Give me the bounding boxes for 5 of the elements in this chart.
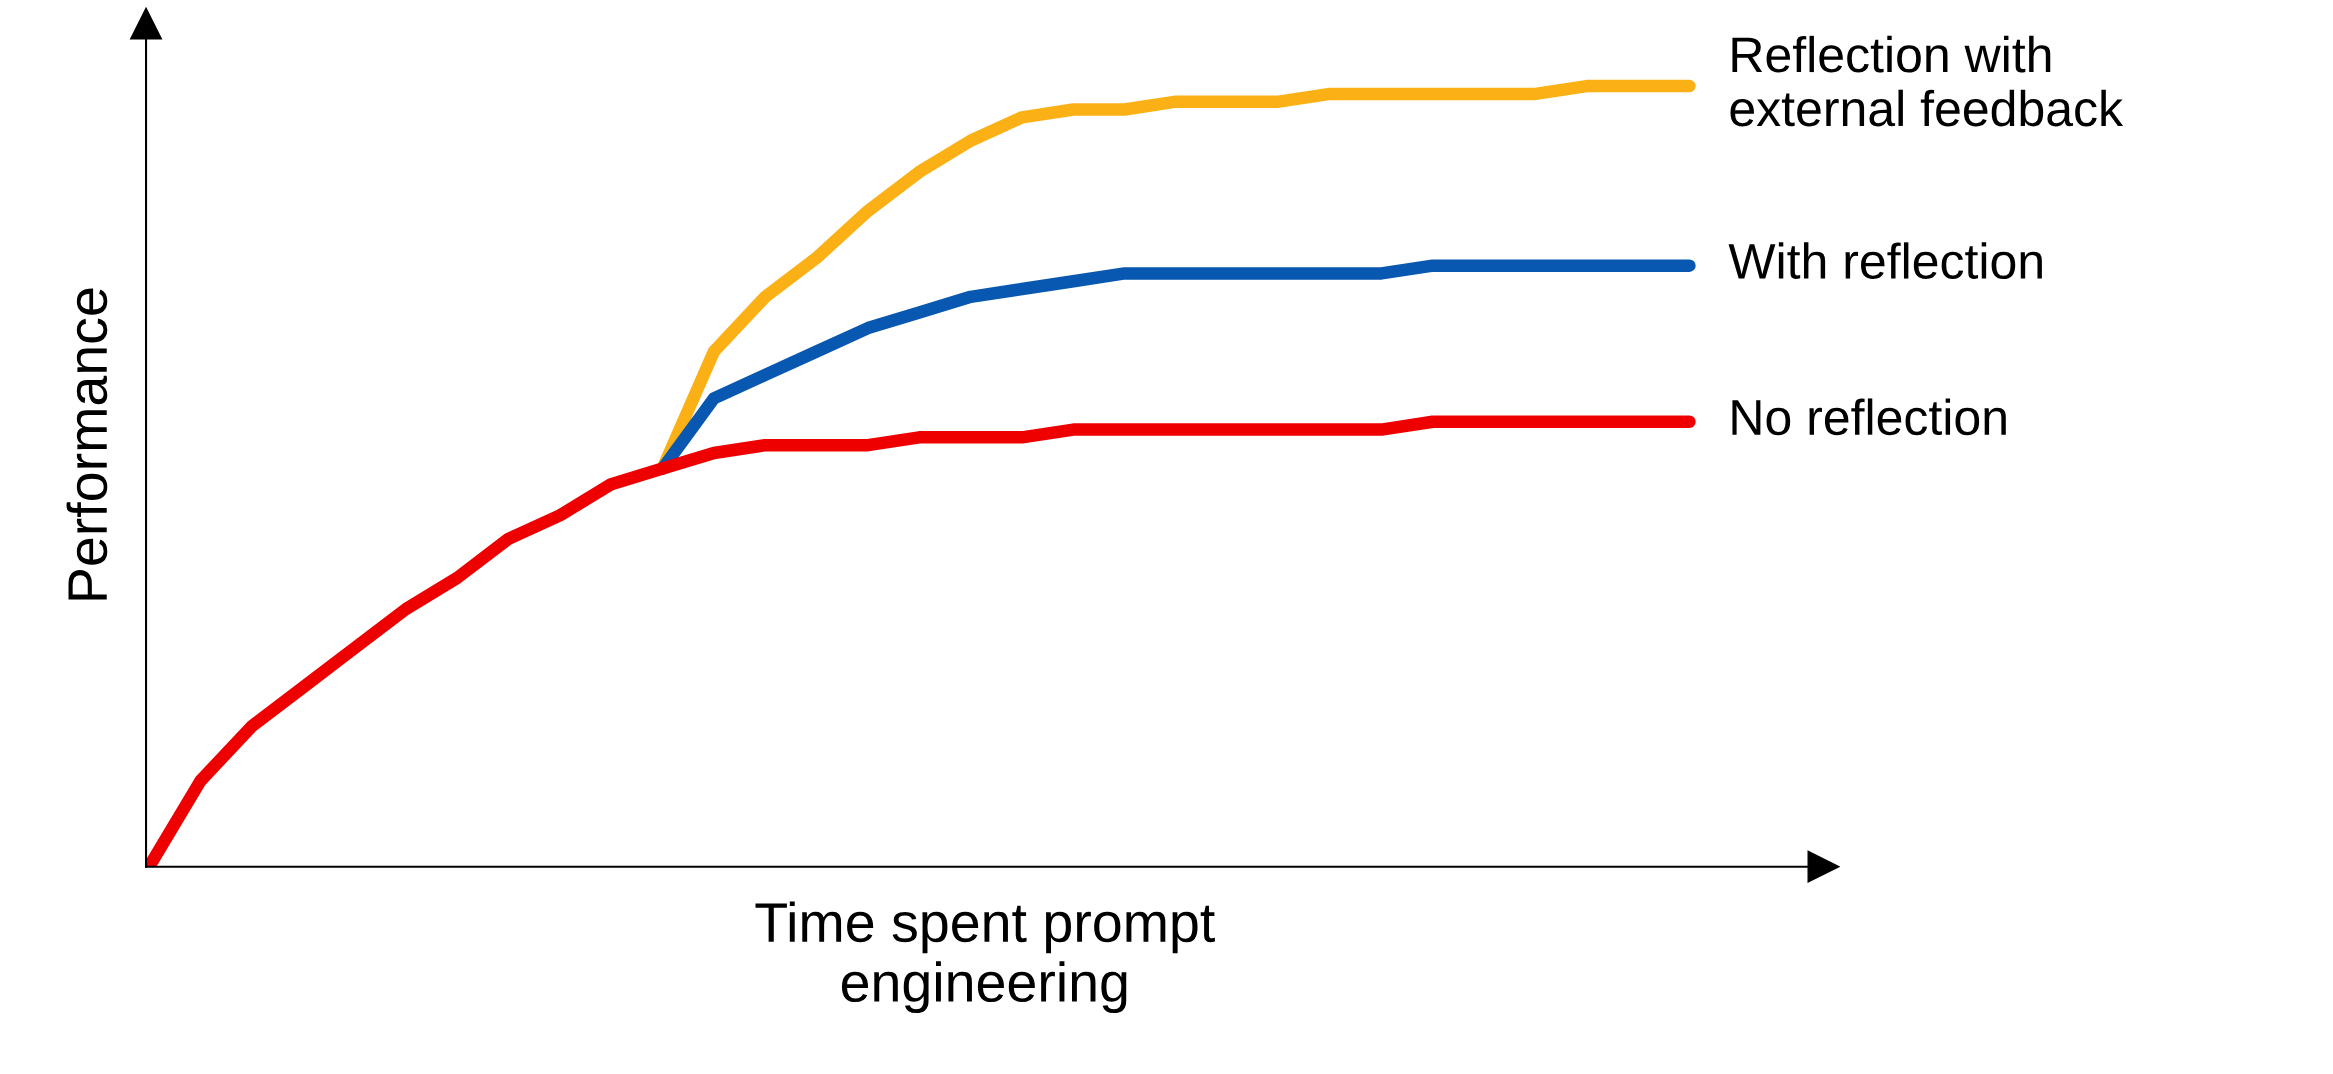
series-label: Reflection with external feedback	[1730, 35, 2124, 127]
y-axis-title: Performance	[66, 288, 108, 600]
series-label: With reflection	[1728, 242, 2042, 280]
x-axis-title: Time spent prompt engineering	[755, 901, 1215, 1014]
series-label: No reflection	[1732, 398, 2006, 436]
